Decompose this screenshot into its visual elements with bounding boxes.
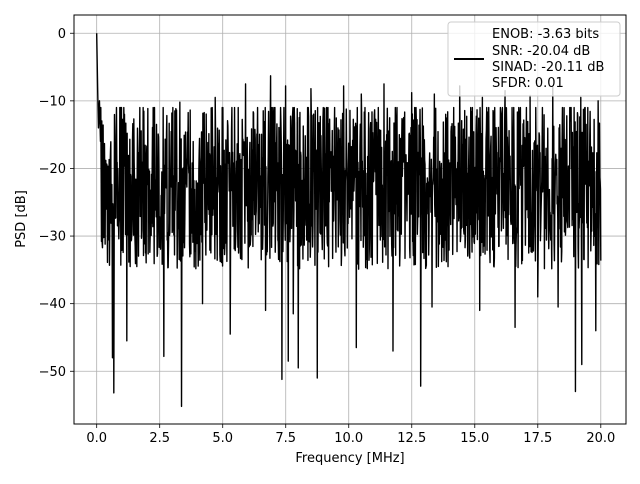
legend-line-snr: SNR: -20.04 dB [492,44,590,59]
x-tick-label: 10.0 [334,431,363,446]
y-tick-label: −30 [39,230,66,245]
y-tick-label: −10 [39,94,66,109]
y-tick-label: −40 [39,297,66,312]
x-tick-label: 20.0 [586,431,615,446]
y-axis-ticks: 0 −10 −20 −30 −40 −50 [39,27,74,380]
y-tick-label: 0 [58,27,66,42]
y-axis-label: PSD [dB] [14,190,29,248]
x-tick-label: 0.0 [86,431,107,446]
series-group [95,33,602,408]
x-tick-label: 2.5 [149,431,170,446]
legend-line-sinad: SINAD: -20.11 dB [492,60,604,75]
x-tick-label: 15.0 [460,431,489,446]
plot-frame [73,14,627,425]
psd-series-line [95,33,602,408]
x-tick-label: 12.5 [397,431,426,446]
x-tick-label: 5.0 [212,431,233,446]
x-tick-label: 7.5 [275,431,296,446]
legend-line-sfdr: SFDR: 0.01 [492,76,564,91]
y-tick-label: −20 [39,162,66,177]
x-tick-label: 17.5 [523,431,552,446]
legend: ENOB: -3.63 bits SNR: -20.04 dB SINAD: -… [447,21,621,97]
x-axis-label: Frequency [MHz] [295,451,404,466]
legend-line-enob: ENOB: -3.63 bits [492,27,599,42]
legend-box [447,21,621,97]
x-axis-ticks: 0.0 2.5 5.0 7.5 10.0 12.5 15.0 17.5 20.0 [86,424,615,446]
y-tick-label: −50 [39,365,66,380]
